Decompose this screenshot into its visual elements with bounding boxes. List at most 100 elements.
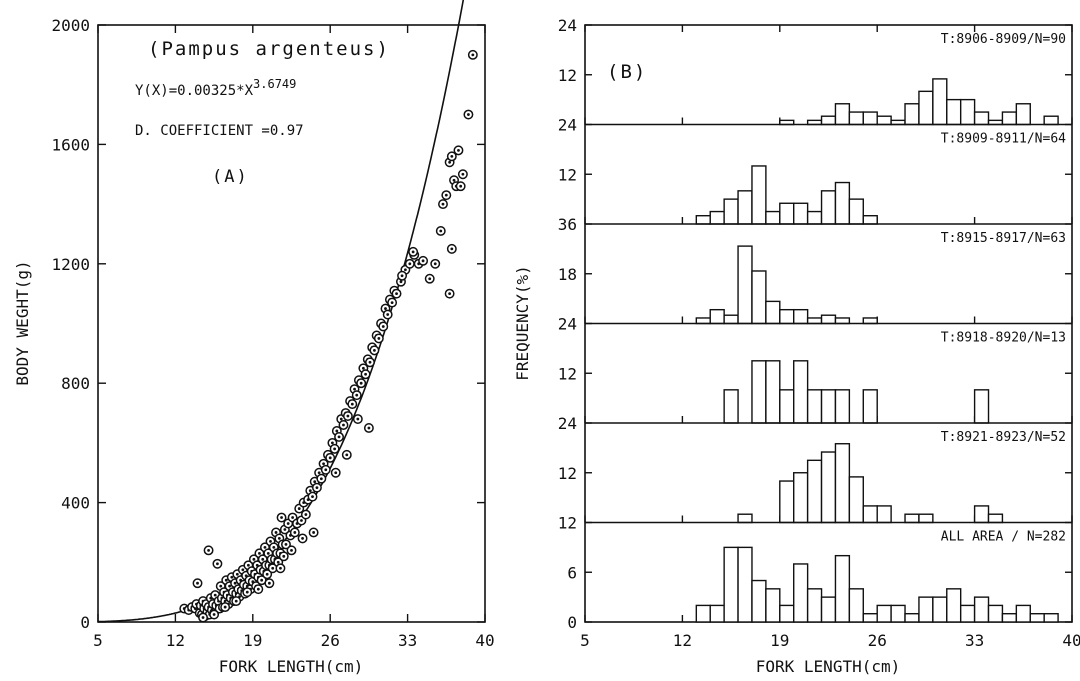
histogram-bar <box>834 554 851 623</box>
data-point <box>329 443 340 454</box>
histogram-bar <box>834 181 851 225</box>
data-point <box>347 399 358 410</box>
data-point <box>209 609 220 620</box>
histogram-bar <box>1015 604 1031 623</box>
data-point <box>435 226 446 236</box>
histogram-bar <box>959 98 976 126</box>
y-tick-label: 24 <box>558 414 577 433</box>
histogram-bar <box>987 513 1004 524</box>
histogram-bar <box>723 389 739 424</box>
histogram-bar <box>820 115 837 126</box>
y-tick-label: 1200 <box>51 255 90 274</box>
y-tick-label: 2000 <box>51 16 90 35</box>
data-point <box>278 551 289 562</box>
histogram-bar <box>918 90 934 126</box>
data-point <box>286 545 297 556</box>
data-point <box>352 414 363 424</box>
data-point <box>320 464 331 475</box>
panel-a-label: (A) <box>212 167 249 187</box>
data-point <box>330 467 341 478</box>
histogram-bar <box>793 472 809 524</box>
data-point <box>408 246 419 257</box>
x-tick-label: 12 <box>673 631 692 650</box>
histogram-bar <box>848 588 864 623</box>
x-tick-label: 5 <box>580 631 590 650</box>
panel-b-label: (B) <box>607 61 647 83</box>
histogram-bar <box>1001 111 1018 126</box>
histogram-bar <box>751 360 767 424</box>
data-point <box>220 602 231 613</box>
histogram-subpanel: 24 12 T:8921-8923/N=52 <box>558 414 1073 524</box>
histogram-bar <box>751 579 767 623</box>
histogram-bar <box>737 513 753 524</box>
data-point <box>382 309 393 320</box>
histogram-bar <box>1015 103 1031 126</box>
histogram-bar <box>890 604 906 623</box>
y-tick-label: 0 <box>567 613 577 632</box>
histogram-bar <box>973 596 990 623</box>
panel-b-y-label: FREQUENCY(%) <box>513 265 532 381</box>
histogram-bar <box>876 505 892 524</box>
histogram-bar <box>723 546 739 623</box>
histogram-bar <box>751 165 767 225</box>
data-point <box>365 357 375 368</box>
x-tick-label: 40 <box>1062 631 1080 650</box>
data-point <box>455 181 466 192</box>
y-tick-label: 12 <box>558 514 577 533</box>
histogram-subpanel: 12 6 0 ALL AREA / N=282 <box>558 514 1073 632</box>
histogram-bar <box>848 476 864 524</box>
histogram-bar <box>862 317 878 325</box>
histogram-bar <box>862 389 878 424</box>
histogram-bar <box>862 111 878 126</box>
histogram-bar <box>1043 115 1059 126</box>
histogram-bar <box>959 604 976 623</box>
histogram-bar <box>820 596 837 623</box>
data-point <box>192 578 203 589</box>
coefficient-label: D. COEFFICIENT =0.97 <box>135 123 304 139</box>
data-point <box>253 584 264 595</box>
y-tick-label: 12 <box>558 464 577 483</box>
y-tick-label: 400 <box>61 494 90 513</box>
data-point <box>397 270 408 281</box>
histogram-bar <box>709 604 725 623</box>
histogram-bar <box>932 596 948 623</box>
histogram-bar <box>876 604 892 623</box>
histogram-bar <box>987 604 1004 623</box>
data-point <box>351 390 362 401</box>
data-point <box>457 169 468 180</box>
data-point <box>316 473 327 484</box>
y-tick-label: 36 <box>558 215 577 234</box>
data-point <box>363 423 374 433</box>
histogram-bar <box>1001 613 1018 623</box>
data-point <box>342 411 353 421</box>
histogram-bar <box>876 115 892 126</box>
data-point <box>231 596 242 607</box>
x-tick-label: 26 <box>868 631 887 650</box>
panel-b-histograms: 24 12 T:8906-8909/N=90 24 12 T:8909-8911/N=64… <box>513 16 1080 676</box>
x-tick-label: 40 <box>475 631 494 650</box>
panel-a-frame <box>97 24 486 623</box>
histogram-bar <box>848 111 864 126</box>
histogram-bar <box>765 588 781 623</box>
histogram-bar <box>904 103 920 126</box>
data-points <box>179 49 478 623</box>
y-tick-label: 18 <box>558 265 577 284</box>
y-tick-label: 24 <box>558 116 577 135</box>
y-tick-label: 6 <box>567 563 577 582</box>
histogram-bar <box>765 360 781 424</box>
histogram-subpanel: 24 12 T:8909-8911/N=64 <box>558 116 1073 225</box>
panel-b-content: 24 12 T:8906-8909/N=90 24 12 T:8909-8911/N=64… <box>558 16 1080 650</box>
histogram-bar <box>862 215 878 225</box>
data-point <box>430 258 441 269</box>
series-label: T:8915-8917/N=63 <box>941 231 1066 246</box>
data-point <box>264 578 275 589</box>
histogram-subpanel: 24 12 T:8906-8909/N=90 <box>558 16 1073 126</box>
series-label: T:8906-8909/N=90 <box>941 32 1066 47</box>
histogram-bar <box>904 613 920 623</box>
data-point <box>325 452 336 463</box>
data-point <box>275 563 286 574</box>
panel-a-y-ticks: 0 400 800 1200 1600 2000 <box>51 16 485 632</box>
panel-a-scatter: 5 12 19 26 33 40 0 400 800 1200 1600 2000 (Pampus … <box>13 0 495 676</box>
histogram-bar <box>862 505 878 524</box>
histogram-bar <box>737 190 753 225</box>
